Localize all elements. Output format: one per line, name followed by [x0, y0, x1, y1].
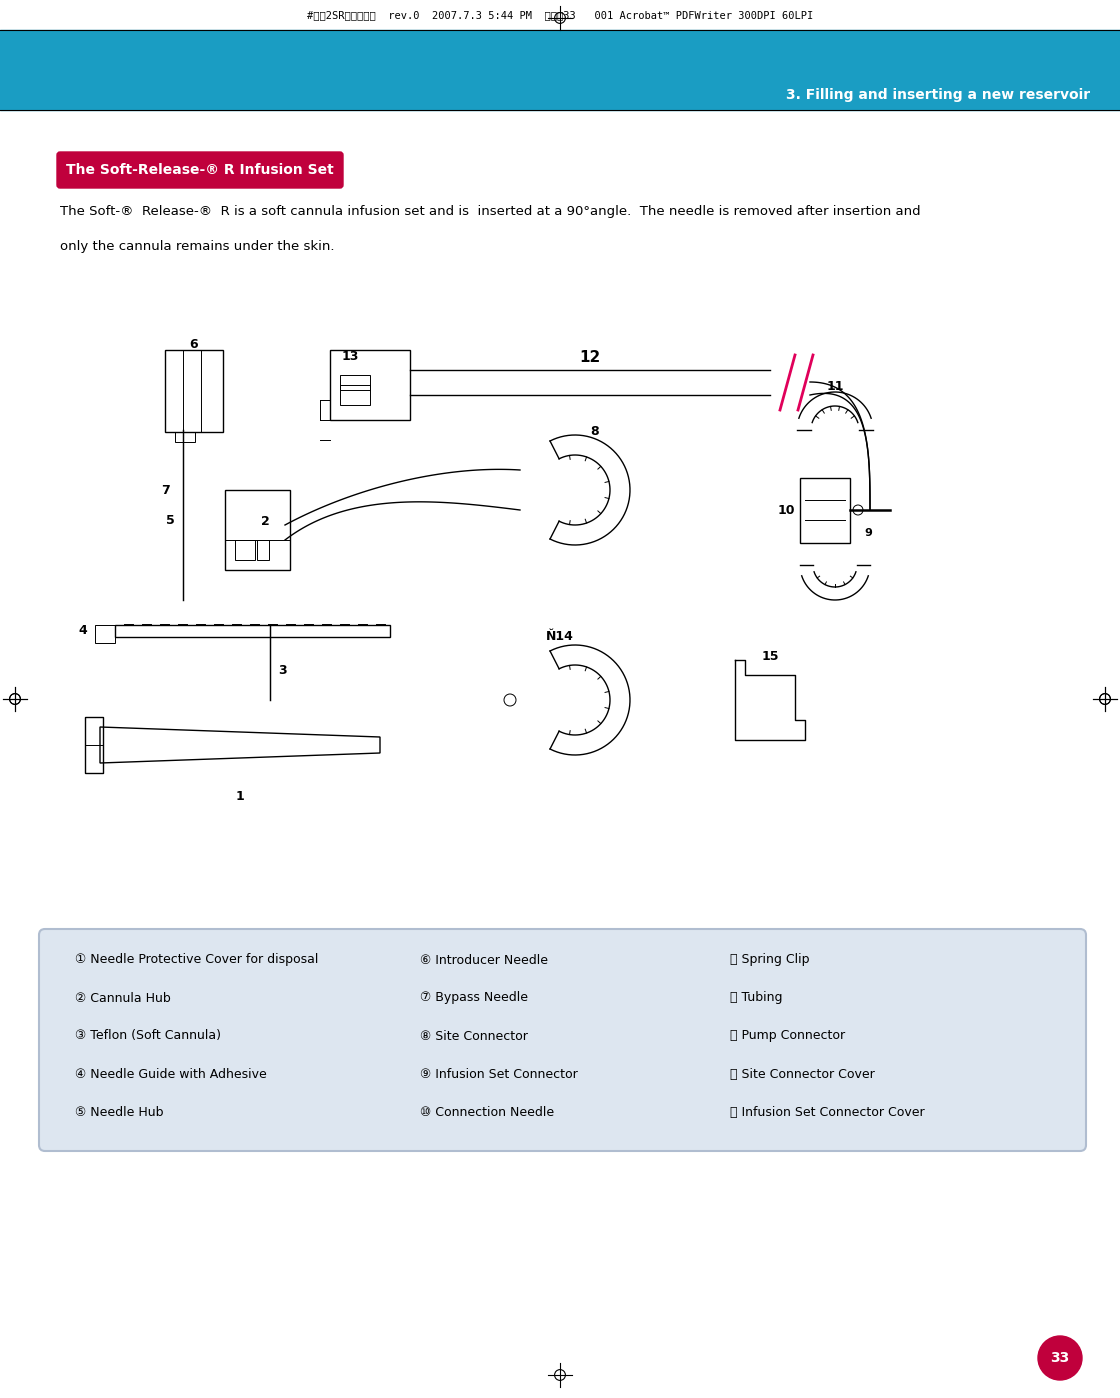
- Text: 15: 15: [762, 650, 778, 663]
- Text: 13: 13: [342, 350, 358, 363]
- Text: 9: 9: [864, 528, 872, 538]
- Text: ⑨ Infusion Set Connector: ⑨ Infusion Set Connector: [420, 1068, 578, 1081]
- Bar: [165, 350, 223, 432]
- Text: ⑮ Infusion Set Connector Cover: ⑮ Infusion Set Connector Cover: [730, 1106, 925, 1118]
- Text: 2: 2: [261, 514, 270, 528]
- Bar: [235, 540, 255, 561]
- Bar: [85, 717, 103, 773]
- FancyBboxPatch shape: [39, 930, 1086, 1151]
- Bar: [0, 29, 1120, 110]
- Text: Ň14: Ň14: [547, 630, 573, 643]
- Text: ⑪ Spring Clip: ⑪ Spring Clip: [730, 953, 810, 966]
- Text: ⑥ Introducer Needle: ⑥ Introducer Needle: [420, 953, 548, 966]
- Text: ⑧ Site Connector: ⑧ Site Connector: [420, 1029, 528, 1043]
- Bar: [0, 0, 1120, 29]
- Text: ⑩ Connection Needle: ⑩ Connection Needle: [420, 1106, 554, 1118]
- Text: 5: 5: [166, 513, 175, 527]
- Text: ② Cannula Hub: ② Cannula Hub: [75, 991, 170, 1005]
- Bar: [225, 491, 290, 570]
- Text: ⑤ Needle Hub: ⑤ Needle Hub: [75, 1106, 164, 1118]
- Text: 4: 4: [78, 625, 87, 637]
- Bar: [800, 478, 850, 542]
- Bar: [175, 432, 195, 442]
- Text: 12: 12: [579, 350, 600, 365]
- Bar: [330, 350, 410, 419]
- Text: 7: 7: [161, 484, 170, 496]
- Text: 6: 6: [189, 338, 198, 351]
- Bar: [95, 625, 115, 643]
- Text: The Soft-®  Release-®  R is a soft cannula infusion set and is  inserted at a 90: The Soft-® Release-® R is a soft cannula…: [60, 206, 921, 218]
- Text: ⑫ Tubing: ⑫ Tubing: [730, 991, 783, 1005]
- Text: 10: 10: [777, 503, 795, 516]
- Text: 8: 8: [590, 425, 599, 438]
- Text: ① Needle Protective Cover for disposal: ① Needle Protective Cover for disposal: [75, 953, 318, 966]
- Text: 3: 3: [278, 664, 287, 677]
- Bar: [256, 540, 269, 561]
- Text: The Soft-Release-® R Infusion Set: The Soft-Release-® R Infusion Set: [66, 164, 334, 178]
- Text: ⑦ Bypass Needle: ⑦ Bypass Needle: [420, 991, 528, 1005]
- Text: ③ Teflon (Soft Cannula): ③ Teflon (Soft Cannula): [75, 1029, 221, 1043]
- Bar: [340, 384, 370, 405]
- Text: only the cannula remains under the skin.: only the cannula remains under the skin.: [60, 240, 335, 253]
- FancyBboxPatch shape: [57, 152, 343, 187]
- Text: ⑭ Site Connector Cover: ⑭ Site Connector Cover: [730, 1068, 875, 1081]
- Text: 3. Filling and inserting a new reservoir: 3. Filling and inserting a new reservoir: [786, 88, 1090, 102]
- Circle shape: [1038, 1336, 1082, 1380]
- Bar: [340, 375, 370, 390]
- Bar: [115, 625, 390, 637]
- Text: ④ Needle Guide with Adhesive: ④ Needle Guide with Adhesive: [75, 1068, 267, 1081]
- Text: #다나2SR영문메뉴얼  rev.0  2007.7.3 5:44 PM  페이지33   001 Acrobat™ PDFWriter 300DPI 60LP: #다나2SR영문메뉴얼 rev.0 2007.7.3 5:44 PM 페이지33…: [307, 10, 813, 20]
- Text: 11: 11: [827, 380, 843, 393]
- Text: ⑬ Pump Connector: ⑬ Pump Connector: [730, 1029, 846, 1043]
- Text: 1: 1: [235, 790, 244, 802]
- Text: 33: 33: [1051, 1350, 1070, 1364]
